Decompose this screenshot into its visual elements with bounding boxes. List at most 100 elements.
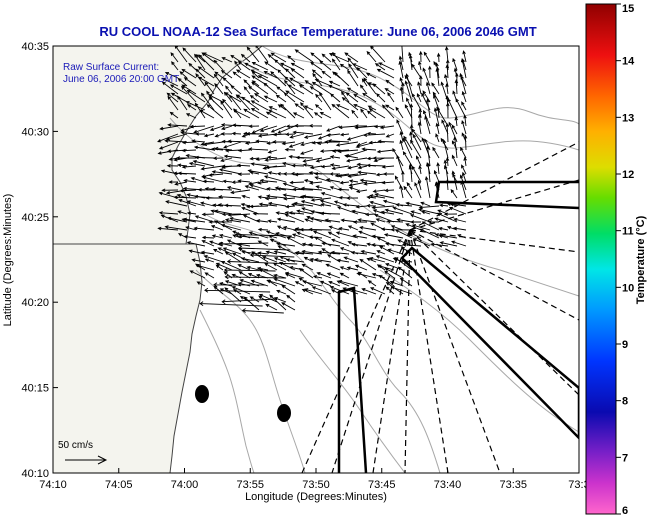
current-vector xyxy=(434,233,458,239)
current-vector xyxy=(201,212,215,217)
current-vector xyxy=(266,279,287,287)
current-vector xyxy=(265,230,287,239)
current-vector xyxy=(200,141,215,146)
current-vector-field xyxy=(157,46,468,314)
current-vector xyxy=(273,273,287,279)
current-vector xyxy=(181,165,197,169)
current-vector xyxy=(183,234,197,239)
current-vector xyxy=(328,280,341,287)
current-vector xyxy=(232,71,242,79)
current-vector xyxy=(314,104,323,111)
current-vector xyxy=(462,50,467,63)
vector-scale: 50 cm/s xyxy=(58,440,108,465)
current-vector xyxy=(445,102,450,119)
y-tick-label: 40:15 xyxy=(21,383,49,395)
colorbar-tick-label: 7 xyxy=(622,452,628,464)
current-vector xyxy=(220,223,242,231)
current-vector xyxy=(263,71,278,79)
current-vector xyxy=(223,141,242,149)
map-plot: 50 cm/s Raw Surface Current: June 06, 20… xyxy=(52,45,580,474)
current-vector xyxy=(335,141,359,147)
current-vector xyxy=(284,271,305,279)
current-vector xyxy=(398,55,404,71)
current-vector xyxy=(164,71,179,79)
current-vector xyxy=(199,301,263,307)
current-vector xyxy=(417,208,440,215)
current-vector xyxy=(186,211,197,216)
current-vector xyxy=(459,72,467,95)
current-vector xyxy=(418,60,422,71)
current-vector xyxy=(327,139,350,143)
current-vector xyxy=(411,165,422,183)
current-vector xyxy=(220,125,233,130)
current-vector xyxy=(421,210,431,215)
current-vector xyxy=(355,204,368,209)
current-vector xyxy=(300,186,323,191)
current-vector xyxy=(324,218,341,223)
current-vector xyxy=(399,86,404,103)
current-vector xyxy=(193,145,215,151)
current-vector xyxy=(342,203,359,207)
current-vector xyxy=(300,102,314,119)
current-vector xyxy=(241,308,284,314)
current-vector xyxy=(461,164,467,175)
current-vector xyxy=(203,133,215,138)
current-vector xyxy=(249,252,295,258)
current-vector xyxy=(258,202,278,207)
current-vector xyxy=(430,242,449,247)
current-vector xyxy=(328,80,341,87)
current-vector xyxy=(319,60,332,71)
current-vector xyxy=(381,104,395,119)
current-vector xyxy=(367,280,377,287)
current-vector xyxy=(185,113,197,119)
current-vector xyxy=(399,139,404,151)
current-vector xyxy=(325,263,341,271)
current-vector xyxy=(244,141,260,145)
current-vector xyxy=(282,193,305,199)
y-tick-label: 40:25 xyxy=(21,212,49,224)
current-vector xyxy=(431,82,440,95)
current-vector xyxy=(421,221,440,231)
current-vector xyxy=(447,98,458,119)
current-vector xyxy=(241,96,260,111)
current-vector xyxy=(457,234,467,239)
current-vector xyxy=(224,218,242,223)
current-vector xyxy=(311,81,332,95)
current-vector xyxy=(290,68,305,79)
current-vector xyxy=(390,225,404,231)
current-vector xyxy=(218,168,242,175)
current-vector xyxy=(384,188,395,193)
current-vector xyxy=(438,226,449,231)
current-vector xyxy=(267,219,278,223)
current-vector xyxy=(424,138,431,151)
current-vector xyxy=(316,272,332,279)
current-vector xyxy=(385,242,404,247)
current-vector xyxy=(335,104,350,111)
current-vector xyxy=(263,175,287,183)
current-vector xyxy=(213,285,224,295)
current-vector xyxy=(234,232,292,237)
current-vector xyxy=(205,196,224,200)
current-vector xyxy=(400,258,413,263)
current-vector xyxy=(289,77,305,87)
current-vector xyxy=(167,123,188,127)
current-vector xyxy=(460,180,467,199)
current-vector xyxy=(248,85,260,95)
current-vector xyxy=(243,296,260,311)
current-vector xyxy=(211,170,233,175)
current-vector xyxy=(289,133,305,139)
current-vector xyxy=(285,204,296,209)
current-vector xyxy=(336,258,350,263)
current-vector xyxy=(363,181,386,186)
current-vector xyxy=(224,251,242,263)
current-vector xyxy=(383,233,404,239)
current-vector xyxy=(210,225,224,231)
current-vector xyxy=(267,201,287,207)
current-vector xyxy=(333,71,350,87)
current-vector xyxy=(445,156,450,167)
current-vector xyxy=(331,238,350,247)
current-vector xyxy=(454,116,458,127)
current-vector xyxy=(268,109,287,119)
chart-title: RU COOL NOAA-12 Sea Surface Temperature:… xyxy=(99,24,536,39)
